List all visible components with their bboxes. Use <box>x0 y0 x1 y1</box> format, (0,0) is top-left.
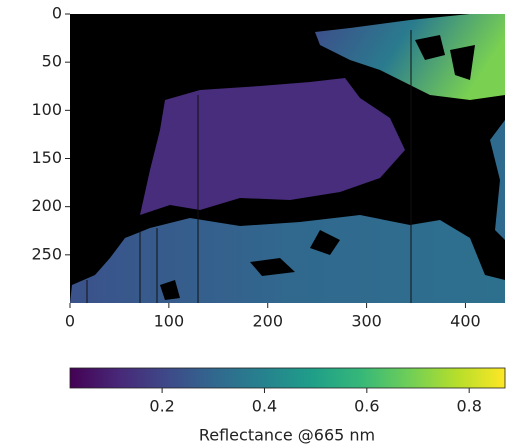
y-tick-label: 200 <box>31 196 62 215</box>
region <box>70 215 505 303</box>
x-tick-label: 0 <box>65 312 75 331</box>
x-tick-label: 300 <box>351 312 382 331</box>
y-tick-label: 150 <box>31 148 62 167</box>
region <box>160 230 340 300</box>
region <box>140 78 405 215</box>
x-tick-label: 400 <box>450 312 481 331</box>
image <box>70 14 505 303</box>
colorbar: 0.2 0.4 0.6 0.8 <box>69 367 506 416</box>
colorbar-tick-label: 0.4 <box>252 397 277 416</box>
y-tick-label: 0 <box>52 4 62 23</box>
region <box>315 14 505 100</box>
region <box>415 35 475 80</box>
x-tick-label: 200 <box>252 312 283 331</box>
y-tick-label: 100 <box>31 100 62 119</box>
colorbar-tick-label: 0.2 <box>149 397 174 416</box>
y-tick-label: 250 <box>31 244 62 263</box>
colorbar-label: Reflectance @665 nm <box>199 426 375 445</box>
colorbar-fill <box>69 367 506 389</box>
region <box>490 120 505 240</box>
y-tick-label: 50 <box>42 52 62 71</box>
colorbar-tick-label: 0.6 <box>354 397 379 416</box>
colorbar-tick-label: 0.8 <box>456 397 481 416</box>
x-tick-label: 100 <box>154 312 185 331</box>
